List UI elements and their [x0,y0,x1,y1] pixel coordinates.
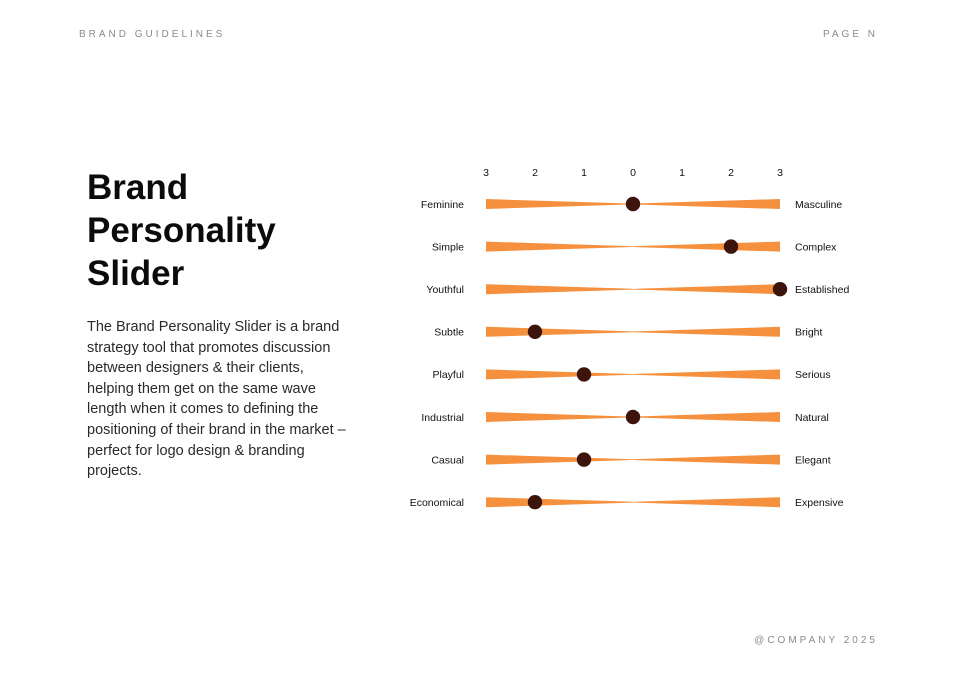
slider-knob[interactable] [576,367,592,382]
slider-left-label: Simple [432,241,464,253]
scale-label: 1 [581,167,587,179]
slider-bar-right [633,454,780,465]
slider-bar-left [486,326,633,337]
slider-bar-left [486,412,633,422]
scale-label: 1 [679,167,685,179]
scale-label: 0 [630,167,636,179]
header-page-number: PAGE N [822,29,878,40]
footer-copyright: @COMPANY 2025 [754,635,878,646]
slider-knob[interactable] [723,239,739,254]
slider-knob[interactable] [527,324,543,339]
slider-bar-left [486,199,633,209]
slider-left-label: Economical [410,497,464,509]
slider-left-label: Youthful [426,284,464,296]
slider-knob[interactable] [625,409,641,425]
slider-knob[interactable] [625,196,641,212]
slider-knob[interactable] [576,452,592,467]
slider-right-label: Complex [795,241,837,253]
slider-left-label: Industrial [421,412,464,424]
slider-bar-right [633,241,780,252]
slider-right-label: Established [795,284,849,296]
scale-label: 2 [532,167,538,179]
slider-bar-right [633,284,780,295]
slider-left-label: Feminine [421,199,464,211]
slider-bar-left [486,369,633,380]
scale-label: 3 [777,167,783,179]
slider-right-label: Expensive [795,497,844,509]
description-paragraph: The Brand Personality Slider is a brand … [87,319,346,480]
title-line-2: Personality [87,211,276,250]
slider-bar-right [633,326,780,337]
slider-right-label: Elegant [795,454,831,466]
slider-bar-left [486,284,633,295]
scale-label: 3 [483,167,489,179]
slider-bar-left [486,454,633,465]
title-line-1: Brand [87,168,189,207]
page-title: Brand Personality Slider [87,166,367,295]
slider-right-label: Natural [795,412,829,424]
title-line-3: Slider [87,254,185,293]
slider-knob[interactable] [527,495,543,510]
slider-bar-right [633,497,780,508]
slider-left-label: Playful [432,369,464,381]
slider-bar-right [633,412,780,422]
slider-bar-right [633,199,780,209]
slider-right-label: Bright [795,327,823,339]
slider-knob[interactable] [772,282,788,297]
slider-bar-left [486,241,633,252]
slider-left-label: Subtle [434,327,464,339]
slider-bar-left [486,497,633,508]
slider-right-label: Serious [795,369,831,381]
header-brand-guidelines: BRAND GUIDELINES [79,29,226,40]
scale-label: 2 [728,167,734,179]
slider-left-label: Casual [431,454,464,466]
slider-bar-right [633,369,780,380]
slider-right-label: Masculine [795,199,842,211]
